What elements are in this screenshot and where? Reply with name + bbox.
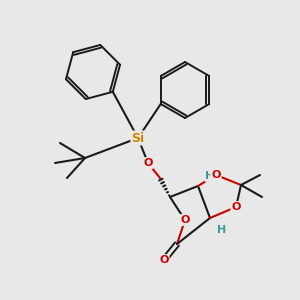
Text: O: O <box>180 215 190 225</box>
Text: H: H <box>218 225 226 235</box>
Text: Si: Si <box>131 131 145 145</box>
Text: O: O <box>211 170 221 180</box>
Text: O: O <box>143 158 153 168</box>
Text: O: O <box>159 255 169 265</box>
Text: H: H <box>206 171 214 181</box>
Text: O: O <box>231 202 241 212</box>
